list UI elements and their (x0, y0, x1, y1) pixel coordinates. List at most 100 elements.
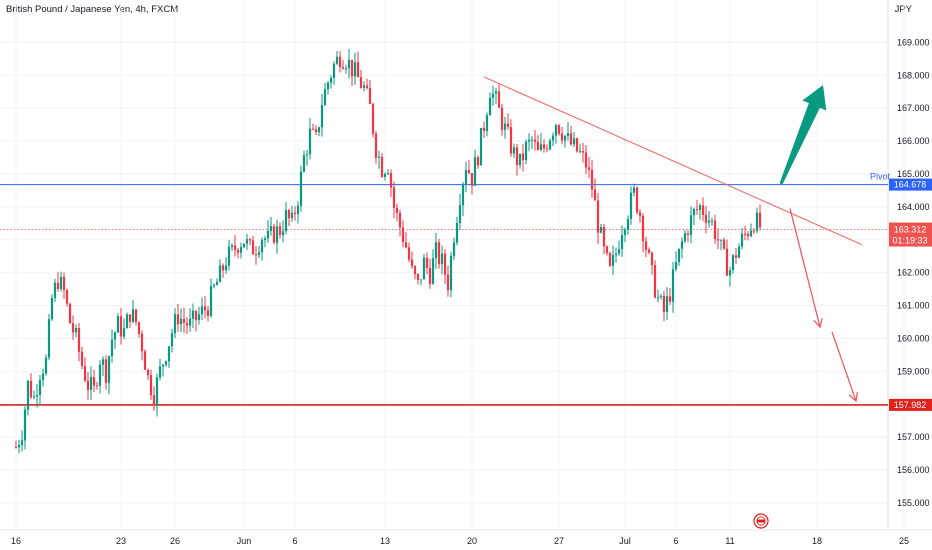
bearish-arrow-icon (831, 331, 857, 402)
candle-body (140, 333, 144, 352)
candle-body (317, 127, 321, 133)
candle-body (281, 231, 285, 236)
candle-body (509, 127, 513, 154)
candle-body (236, 249, 240, 253)
candle-body (668, 296, 672, 302)
candle-body (206, 310, 210, 316)
candle-body (650, 252, 654, 266)
candle-body (446, 274, 450, 291)
candle-body (515, 147, 519, 165)
price-tick-label: 167.000 (897, 103, 930, 113)
tradingview-logo-icon[interactable] (753, 513, 769, 529)
candle-body (464, 170, 468, 185)
candle-body (740, 233, 744, 247)
candle-body (401, 227, 405, 243)
candle-body (599, 227, 603, 233)
price-axis[interactable]: 155.000156.000157.000158.000159.000160.0… (897, 37, 930, 508)
candle-body (44, 357, 48, 374)
candle-body (377, 156, 381, 158)
candle-body (224, 265, 228, 271)
time-tick-label: 26 (170, 536, 180, 546)
candle-body (407, 247, 411, 260)
candle-body (641, 215, 645, 242)
candle-body (692, 209, 696, 216)
candle-body (95, 385, 99, 387)
price-tick-label: 165.000 (897, 169, 930, 179)
current-price-badge (889, 222, 932, 247)
price-tick-label: 157.000 (897, 432, 930, 442)
candle-body (674, 262, 678, 270)
candle-body (98, 364, 102, 386)
candle-body (104, 359, 108, 383)
candle-body (689, 215, 693, 235)
candle-body (311, 128, 315, 130)
candle-body (725, 248, 729, 276)
time-tick-label: 13 (380, 536, 390, 546)
candle-body (107, 356, 111, 383)
time-tick-label: 20 (467, 536, 477, 546)
candle-body (410, 259, 414, 267)
candle-body (176, 314, 180, 325)
candle-body (437, 242, 441, 265)
candle-body (653, 265, 657, 298)
candle-body (635, 187, 639, 213)
current-price-text: 163.312 (894, 225, 927, 235)
bearish-arrowhead-icon (813, 318, 823, 329)
candle-body (248, 239, 252, 241)
candle-body (425, 257, 429, 268)
candle-body (704, 214, 708, 223)
time-tick-label: 23 (116, 536, 126, 546)
candle-body (473, 157, 477, 186)
time-axis[interactable]: 16 23 26 Jun 6 13 20 27 Jul 6 11 18 25 (11, 536, 909, 546)
candle-body (392, 187, 396, 208)
candle-body (419, 279, 423, 281)
candle-body (629, 192, 633, 219)
resistance-trendline (483, 76, 863, 246)
time-tick-label: 18 (812, 536, 822, 546)
candle-body (329, 78, 333, 83)
candle-body (500, 107, 504, 130)
candle-body (506, 123, 510, 128)
candle-body (557, 125, 561, 134)
candle-body (569, 133, 573, 145)
candle-body (272, 226, 276, 243)
candle-body (617, 249, 621, 254)
candle-body (218, 265, 222, 282)
time-tick-label: Jun (237, 536, 252, 546)
candle-body (314, 129, 318, 133)
bullish-arrow-icon (779, 85, 827, 185)
candle-body (299, 171, 303, 206)
candle-body (578, 151, 582, 153)
candle-body (527, 139, 531, 142)
price-tick-label: 160.000 (897, 334, 930, 344)
candle-body (680, 241, 684, 249)
candle-body (539, 144, 543, 150)
candle-body (29, 380, 33, 398)
candle-body (482, 127, 486, 131)
candle-body (146, 369, 150, 376)
candle-body (389, 173, 393, 188)
candle-body (113, 332, 117, 340)
price-tick-label: 155.000 (897, 498, 930, 508)
chart-grid (0, 0, 905, 530)
candle-body (179, 318, 183, 325)
candle-body (512, 147, 516, 154)
candle-body (359, 76, 363, 88)
candle-body (131, 309, 135, 322)
pivot-label: Pivot (870, 172, 891, 182)
candle-body (164, 361, 168, 365)
candle-body (722, 239, 726, 249)
candle-body (551, 135, 555, 141)
candle-body (584, 152, 588, 168)
candle-body (14, 447, 18, 449)
candle-body (743, 233, 747, 235)
candle-body (665, 296, 669, 312)
candle-body (32, 396, 36, 398)
candle-body (626, 218, 630, 230)
candle-body (50, 297, 54, 320)
candle-body (53, 282, 57, 298)
candle-body (548, 140, 552, 150)
candle-body (383, 173, 387, 177)
candle-body (23, 409, 27, 441)
